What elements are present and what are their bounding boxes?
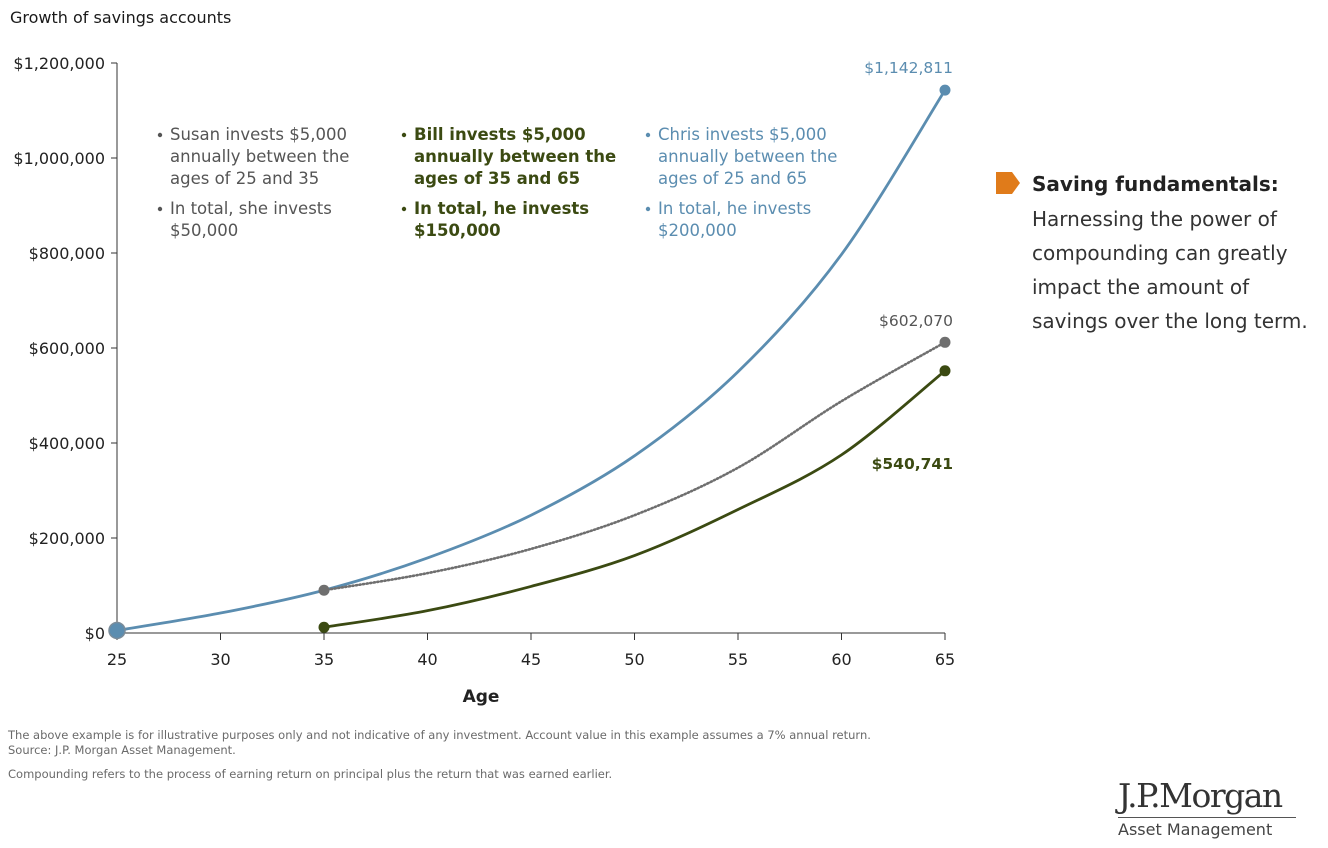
annotation-text-susan: In total, she invests: [170, 199, 332, 218]
x-tick-label: 60: [831, 650, 851, 669]
x-tick-label: 65: [935, 650, 955, 669]
annotation-text-bill: Bill invests $5,000: [414, 125, 586, 144]
annotation-text-chris: Chris invests $5,000: [658, 125, 827, 144]
chart-axes: $0 $200,000 $400,000 $600,000 $800,000 $1,000…: [13, 54, 955, 707]
sidebar-body: Harnessing the power of compounding can …: [1032, 207, 1308, 333]
chart-series: [115, 88, 947, 632]
annotation-bullet-susan: [157, 206, 163, 212]
series-line-susan: [322, 341, 947, 592]
series-line-chris: [115, 88, 947, 632]
footnote-disclaimer: The above example is for illustrative pu…: [8, 728, 871, 742]
footnote-source: Source: J.P. Morgan Asset Management.: [8, 743, 236, 757]
annotation-text-chris: In total, he invests: [658, 199, 811, 218]
start-marker-bill: [318, 621, 330, 633]
end-value-label-bill: $540,741: [872, 455, 953, 473]
annotation-text-bill: annually between the: [414, 147, 616, 166]
annotation-text-chris: ages of 25 and 65: [658, 169, 807, 188]
annotation-bullet-bill: [401, 206, 407, 212]
annotation-bullet-chris: [645, 206, 651, 212]
annotation-text-bill: In total, he invests: [414, 199, 589, 218]
annotation-text-chris: $200,000: [658, 221, 737, 240]
annotation-bullet-chris: [645, 132, 651, 138]
start-point-marker: [108, 621, 126, 640]
chart-markers: [108, 84, 951, 640]
logo-wordmark: J.P.Morgan: [1118, 776, 1283, 815]
x-tick-label: 35: [314, 650, 334, 669]
chart-annotations: Susan invests $5,000 annually between the…: [157, 125, 837, 240]
series-line-bill: [322, 369, 947, 629]
annotation-text-susan: annually between the: [170, 147, 349, 166]
chart-title: Growth of savings accounts: [10, 8, 232, 27]
x-tick-label: 45: [521, 650, 541, 669]
annotation-text-susan: $50,000: [170, 221, 238, 240]
end-value-label-chris: $1,142,811: [864, 59, 953, 77]
annotation-text-chris: annually between the: [658, 147, 837, 166]
x-tick-label: 40: [417, 650, 437, 669]
start-marker-susan: [318, 584, 330, 596]
annotation-text-bill: ages of 35 and 65: [414, 169, 580, 188]
annotation-text-susan: Susan invests $5,000: [170, 125, 347, 144]
end-marker-bill: [939, 365, 951, 377]
y-tick-label: $200,000: [29, 529, 105, 548]
jpmorgan-logo: J.P.Morgan Asset Management: [1118, 777, 1308, 839]
y-tick-label: $1,200,000: [13, 54, 105, 73]
end-marker-susan: [939, 336, 951, 348]
annotation-text-bill: $150,000: [414, 221, 501, 240]
annotation-bullet-bill: [401, 132, 407, 138]
chart-labels: $1,142,811 $602,070 $540,741: [864, 59, 953, 473]
annotation-text-susan: ages of 25 and 35: [170, 169, 319, 188]
y-tick-label: $600,000: [29, 339, 105, 358]
end-value-label-susan: $602,070: [879, 312, 953, 330]
y-tick-label: $1,000,000: [13, 149, 105, 168]
tag-arrow-icon: [996, 172, 1020, 194]
annotation-bullet-susan: [157, 132, 163, 138]
x-tick-label: 50: [624, 650, 644, 669]
end-marker-chris: [939, 84, 951, 96]
footnote-compounding: Compounding refers to the process of ear…: [8, 767, 613, 781]
y-tick-label: $0: [85, 624, 105, 643]
x-tick-label: 30: [210, 650, 230, 669]
logo-subtitle: Asset Management: [1118, 817, 1296, 839]
x-tick-label: 55: [728, 650, 748, 669]
y-tick-label: $400,000: [29, 434, 105, 453]
sidebar-heading: Saving fundamentals:: [1032, 172, 1279, 196]
x-axis-title: Age: [463, 687, 500, 707]
y-tick-label: $800,000: [29, 244, 105, 263]
x-tick-label: 25: [107, 650, 127, 669]
savings-growth-chart: $0 $200,000 $400,000 $600,000 $800,000 $1,000…: [13, 54, 955, 707]
